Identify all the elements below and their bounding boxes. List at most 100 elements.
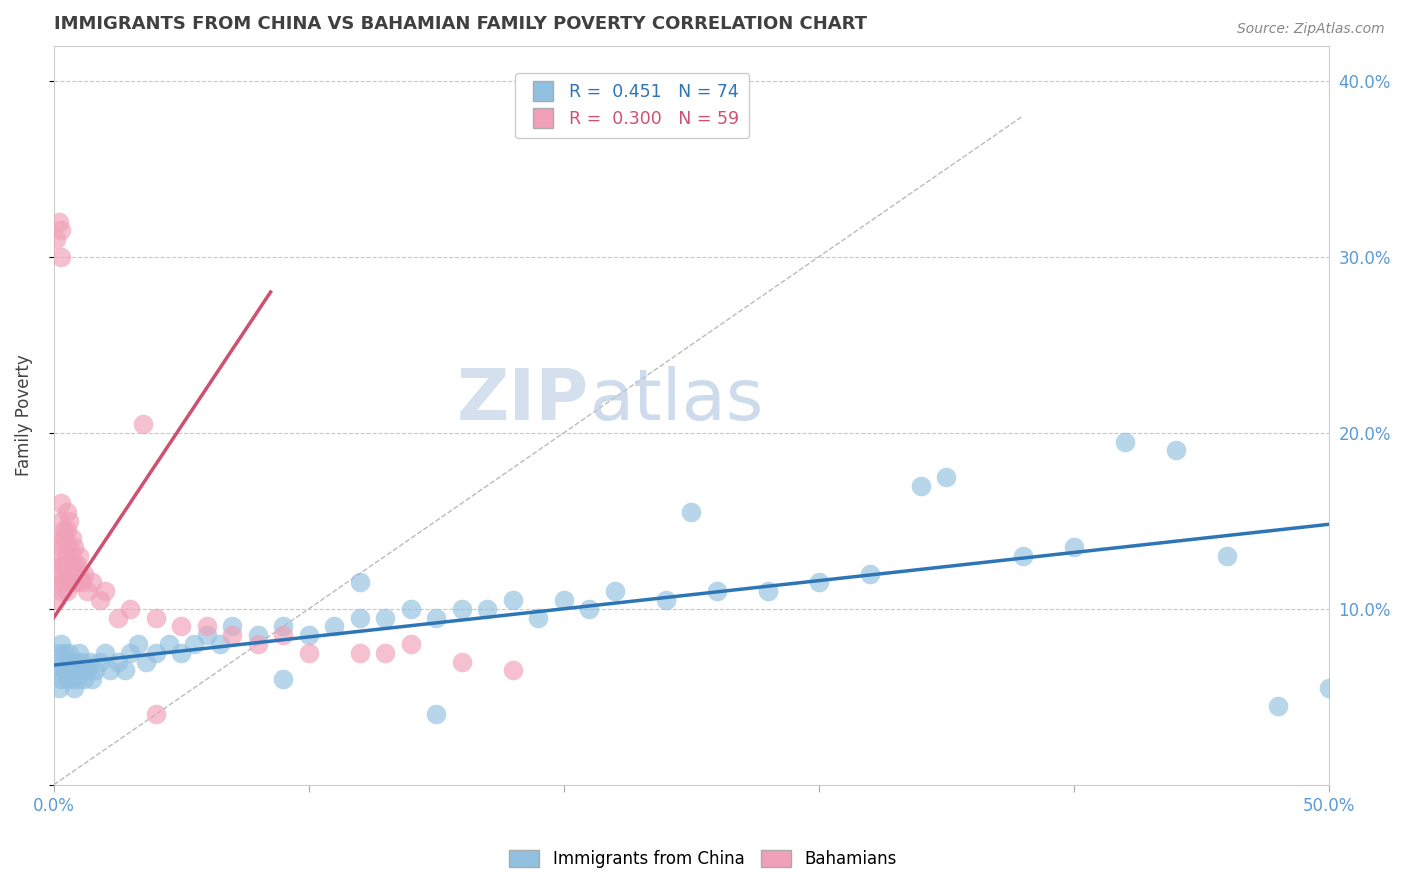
- Point: [48, 532, 70, 546]
- Point: [273, 628, 295, 642]
- Point: [246, 628, 269, 642]
- Point: [399, 601, 422, 615]
- Point: [45, 232, 67, 246]
- Point: [323, 619, 346, 633]
- Point: [135, 655, 157, 669]
- Point: [67, 664, 90, 678]
- Point: [80, 672, 103, 686]
- Point: [655, 593, 678, 607]
- Text: IMMIGRANTS FROM CHINA VS BAHAMIAN FAMILY POVERTY CORRELATION CHART: IMMIGRANTS FROM CHINA VS BAHAMIAN FAMILY…: [53, 15, 868, 33]
- Point: [553, 593, 575, 607]
- Point: [80, 575, 103, 590]
- Point: [51, 584, 73, 599]
- Point: [170, 619, 193, 633]
- Point: [55, 584, 77, 599]
- Point: [66, 672, 89, 686]
- Point: [45, 593, 67, 607]
- Point: [450, 601, 472, 615]
- Point: [55, 549, 77, 563]
- Point: [107, 610, 129, 624]
- Point: [67, 646, 90, 660]
- Point: [55, 672, 77, 686]
- Point: [53, 558, 76, 572]
- Point: [53, 532, 76, 546]
- Point: [53, 646, 76, 660]
- Point: [48, 681, 70, 695]
- Y-axis label: Family Poverty: Family Poverty: [15, 354, 32, 476]
- Point: [51, 514, 73, 528]
- Point: [63, 540, 86, 554]
- Point: [157, 637, 180, 651]
- Point: [53, 575, 76, 590]
- Point: [1011, 549, 1033, 563]
- Point: [120, 646, 142, 660]
- Point: [502, 664, 524, 678]
- Point: [60, 672, 83, 686]
- Point: [51, 672, 73, 686]
- Point: [195, 619, 218, 633]
- Point: [63, 558, 86, 572]
- Point: [349, 610, 371, 624]
- Point: [374, 610, 396, 624]
- Point: [208, 637, 231, 651]
- Point: [1063, 540, 1085, 554]
- Point: [221, 628, 243, 642]
- Point: [273, 619, 295, 633]
- Point: [53, 523, 76, 537]
- Point: [706, 584, 728, 599]
- Point: [756, 584, 779, 599]
- Point: [63, 681, 86, 695]
- Point: [681, 505, 703, 519]
- Point: [273, 672, 295, 686]
- Point: [183, 637, 205, 651]
- Point: [603, 584, 626, 599]
- Point: [51, 558, 73, 572]
- Point: [51, 496, 73, 510]
- Point: [53, 664, 76, 678]
- Point: [98, 664, 121, 678]
- Point: [60, 655, 83, 669]
- Legend: Immigrants from China, Bahamians: Immigrants from China, Bahamians: [502, 843, 904, 875]
- Point: [66, 655, 89, 669]
- Point: [374, 646, 396, 660]
- Point: [60, 549, 83, 563]
- Point: [859, 566, 882, 581]
- Point: [58, 664, 80, 678]
- Point: [807, 575, 830, 590]
- Point: [114, 664, 136, 678]
- Point: [89, 593, 111, 607]
- Point: [51, 637, 73, 651]
- Point: [45, 664, 67, 678]
- Point: [1216, 549, 1239, 563]
- Point: [51, 540, 73, 554]
- Point: [246, 637, 269, 651]
- Point: [48, 214, 70, 228]
- Point: [48, 549, 70, 563]
- Point: [450, 655, 472, 669]
- Point: [58, 540, 80, 554]
- Point: [51, 655, 73, 669]
- Point: [63, 575, 86, 590]
- Point: [298, 628, 321, 642]
- Point: [51, 250, 73, 264]
- Point: [67, 566, 90, 581]
- Point: [48, 646, 70, 660]
- Point: [502, 593, 524, 607]
- Point: [527, 610, 550, 624]
- Point: [349, 575, 371, 590]
- Point: [60, 566, 83, 581]
- Point: [425, 707, 447, 722]
- Point: [51, 223, 73, 237]
- Point: [66, 575, 89, 590]
- Point: [94, 646, 117, 660]
- Point: [60, 532, 83, 546]
- Point: [578, 601, 600, 615]
- Point: [58, 646, 80, 660]
- Legend: R =  0.451   N = 74, R =  0.300   N = 59: R = 0.451 N = 74, R = 0.300 N = 59: [515, 73, 749, 138]
- Point: [58, 558, 80, 572]
- Point: [195, 628, 218, 642]
- Point: [349, 646, 371, 660]
- Point: [79, 655, 101, 669]
- Point: [221, 619, 243, 633]
- Point: [94, 584, 117, 599]
